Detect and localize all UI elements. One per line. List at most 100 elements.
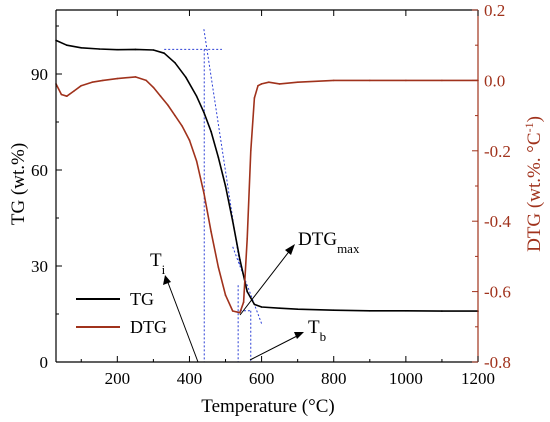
series-point-dtg-26 — [253, 97, 256, 99]
series-point-tg-22 — [332, 309, 335, 312]
series-point-dtg-10 — [152, 86, 155, 89]
series-point-dtg-5 — [91, 81, 93, 83]
annotation-tb-arrowhead — [294, 332, 304, 339]
series-point-dtg-4 — [80, 84, 82, 87]
annotation-ti-main: T — [150, 250, 162, 271]
series-point-dtg-31 — [296, 81, 299, 83]
series-point-tg-8 — [174, 62, 176, 64]
series-point-dtg-3 — [73, 90, 75, 92]
annotation-tb: Tb — [249, 317, 326, 361]
series-point-dtg-35 — [441, 79, 443, 82]
y-right-tick-label-4: -0.6 — [484, 283, 511, 302]
right-axis-title-main: DTG (wt.%. °C — [524, 132, 545, 251]
series-point-tg-20 — [278, 307, 281, 310]
series-point-dtg-21 — [231, 310, 234, 312]
series-point-tg-9 — [185, 76, 187, 78]
legend-label-tg: TG — [130, 289, 154, 309]
y-right-tick-label-1: 0.0 — [484, 71, 505, 90]
annotation-tb-main: T — [308, 317, 320, 338]
series-point-dtg-1 — [60, 93, 63, 96]
series-point-dtg-6 — [102, 79, 104, 82]
right-axis-title-tail: ) — [524, 116, 545, 122]
annotation-ti-arrow — [166, 279, 199, 363]
x-tick-label-2: 600 — [249, 369, 275, 388]
x-axis-title: Temperature (°C) — [201, 396, 334, 417]
annotation-ti-sub: i — [162, 262, 166, 277]
y-right-tick-label-0: 0.2 — [484, 1, 505, 20]
annotation-ti-arrowhead — [163, 275, 171, 285]
x-tick-label-1: 400 — [177, 369, 203, 388]
series-point-dtg-9 — [145, 79, 147, 82]
x-tick-label-4: 1000 — [389, 369, 423, 388]
series-point-tg-11 — [203, 111, 205, 114]
series-point-tg-10 — [195, 95, 198, 98]
series-point-tg-15 — [231, 220, 234, 222]
series-point-dtg-2 — [66, 95, 68, 97]
plot-frame — [55, 9, 479, 363]
series-line-dtg — [55, 76, 478, 314]
series-point-dtg-30 — [278, 83, 281, 85]
series-point-tg-4 — [116, 48, 119, 51]
right-axis-title-sup: -1 — [522, 122, 536, 132]
series-point-dtg-23 — [242, 301, 245, 304]
y-left-tick-label-1: 30 — [31, 257, 48, 276]
series-point-tg-25 — [441, 310, 443, 312]
guide-tb-tangent — [232, 246, 263, 324]
y-right-tick-label-5: -0.8 — [484, 353, 511, 372]
series-point-dtg-15 — [188, 139, 191, 141]
y-left-tick-label-3: 90 — [31, 65, 48, 84]
series-point-dtg-17 — [203, 192, 205, 194]
series-point-dtg-19 — [217, 266, 220, 268]
left-axis-title: TG (wt.%) — [8, 143, 29, 225]
series-point-dtg-33 — [369, 79, 371, 82]
series-point-tg-6 — [152, 49, 155, 51]
series-point-dtg-16 — [195, 160, 198, 163]
series-point-tg-19 — [260, 306, 263, 308]
series-point-dtg-20 — [224, 294, 227, 296]
annotation-dtgmax-main: DTG — [298, 229, 337, 250]
series-point-dtg-13 — [174, 114, 176, 117]
annotation-dtgmax-arrowhead — [285, 244, 295, 255]
series-point-tg-3 — [98, 48, 101, 50]
series-point-dtg-8 — [134, 76, 137, 78]
series-point-tg-13 — [217, 156, 220, 158]
legend-label-dtg: DTG — [130, 317, 167, 337]
x-tick-label-3: 800 — [321, 369, 347, 388]
series-point-dtg-24 — [246, 238, 248, 240]
series-point-dtg-34 — [405, 79, 407, 82]
annotation-dtgmax-arrow — [239, 248, 292, 316]
y-right-tick-label-3: -0.4 — [484, 212, 511, 231]
series-point-dtg-29 — [268, 81, 270, 83]
annotation-tb-arrow — [249, 334, 300, 361]
x-tick-label-0: 200 — [105, 369, 131, 388]
series-point-dtg-25 — [250, 150, 252, 152]
y-right-tick-label-2: -0.2 — [484, 142, 511, 161]
annotation-dtgmax: DTGmax — [239, 229, 360, 316]
series-point-dtg-22 — [239, 311, 241, 314]
series-point-dtg-7 — [116, 77, 119, 80]
annotation-dtgmax-label: DTGmax — [298, 229, 360, 256]
annotation-ti: Ti — [150, 250, 199, 363]
series-point-dtg-27 — [257, 84, 259, 87]
series-point-dtg-28 — [260, 83, 263, 85]
series-point-dtg-18 — [210, 231, 212, 233]
series-point-dtg-11 — [159, 95, 162, 97]
series-point-tg-23 — [369, 310, 371, 312]
series-layer — [55, 39, 479, 314]
y-left-tick-label-0: 0 — [40, 353, 49, 372]
tick-layer: 200 400 600 800 1000 1200 0 30 60 90 0.2 0.0 -0.2 -0.… — [31, 1, 511, 388]
series-point-dtg-32 — [332, 79, 335, 82]
series-point-dtg-12 — [167, 104, 169, 106]
annotation-tb-label: Tb — [308, 317, 326, 344]
series-point-tg-24 — [405, 310, 407, 312]
series-point-tg-16 — [239, 258, 241, 261]
legend: TG DTG — [76, 289, 167, 337]
annotation-ti-label: Ti — [150, 250, 166, 277]
annotation-tb-sub: b — [320, 329, 327, 344]
series-point-tg-12 — [210, 130, 212, 133]
series-point-tg-7 — [163, 52, 165, 54]
series-point-tg-2 — [80, 47, 82, 49]
series-point-tg-18 — [253, 303, 256, 306]
